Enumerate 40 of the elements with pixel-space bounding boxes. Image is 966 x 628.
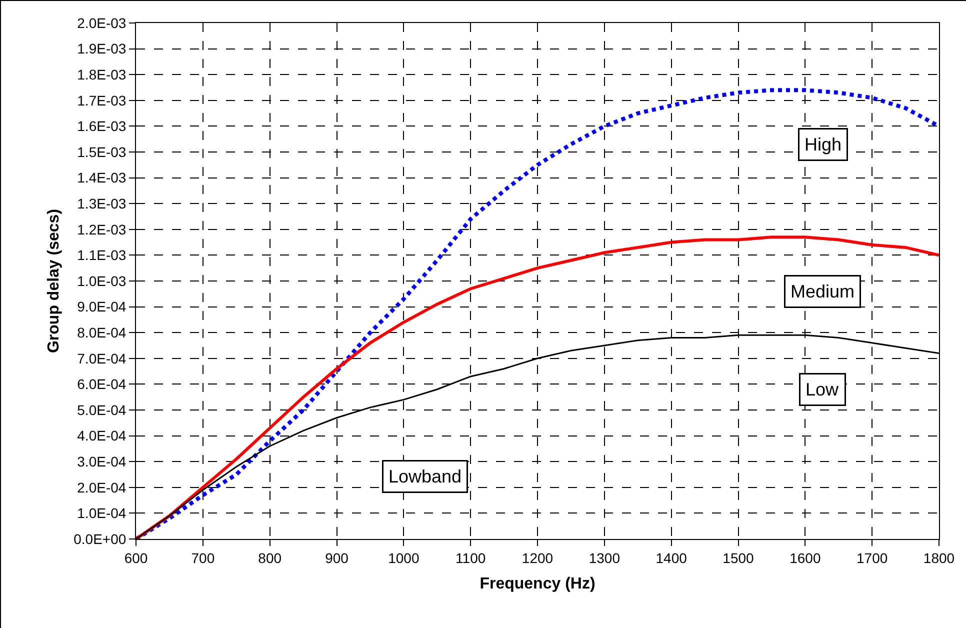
y-tick-label: 1.3E-03 [77, 196, 126, 212]
x-tick-label: 1700 [856, 550, 888, 566]
x-tick-label: 1400 [656, 550, 688, 566]
y-tick-label: 1.1E-03 [77, 247, 126, 264]
x-tick-label: 1200 [522, 550, 554, 566]
y-tick-label: 1.6E-03 [77, 118, 126, 134]
y-tick-label: 7.0E-04 [77, 350, 126, 366]
y-tick-label: 1.4E-03 [77, 170, 126, 186]
y-tick-label: 1.8E-03 [77, 66, 126, 82]
y-tick-label: 1.0E-04 [77, 505, 126, 522]
x-tick-label: 1100 [456, 550, 486, 566]
y-tick-label: 1.9E-03 [77, 40, 126, 57]
x-tick-label: 1300 [588, 550, 620, 566]
y-tick-label: 9.0E-04 [77, 298, 126, 315]
y-tick-label: 8.0E-04 [77, 324, 126, 340]
y-tick-label: 0.0E+00 [74, 530, 126, 547]
x-tick-label: 600 [124, 550, 148, 566]
text: Medium [790, 282, 855, 302]
x-axis-title: Frequency (Hz) [480, 576, 596, 592]
x-tick-label: 1800 [923, 550, 955, 566]
text: Low [806, 380, 840, 400]
x-tick-label: 800 [258, 550, 282, 566]
y-axis-title: Group delay (secs) [46, 208, 63, 354]
y-tick-label: 2.0E-03 [77, 14, 126, 31]
x-tick-label: 900 [325, 550, 349, 566]
y-tick-label: 4.0E-04 [77, 428, 126, 444]
text: High [804, 134, 842, 154]
y-tick-label: 1.5E-03 [77, 144, 126, 160]
y-tick-label: 1.7E-03 [77, 92, 126, 108]
y-tick-label: 3.0E-04 [77, 454, 126, 470]
y-tick-label: 1.0E-03 [77, 272, 126, 289]
y-tick-label: 5.0E-04 [77, 402, 126, 418]
y-tick-label: 6.0E-04 [77, 376, 126, 392]
x-tick-label: 1500 [722, 550, 754, 566]
annotation: Lowband [388, 466, 462, 486]
x-tick-label: 1000 [388, 550, 420, 566]
y-tick-label: 1.2E-03 [77, 221, 126, 238]
y-tick-label: 2.0E-04 [77, 479, 126, 496]
x-tick-label: 1600 [790, 550, 821, 566]
x-tick-label: 700 [191, 550, 215, 566]
